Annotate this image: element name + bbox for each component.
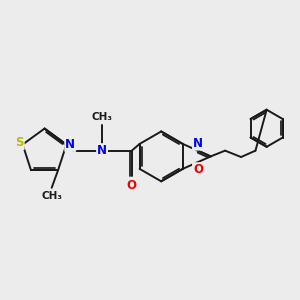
Text: O: O xyxy=(193,163,203,176)
Text: N: N xyxy=(193,136,203,150)
Text: N: N xyxy=(65,138,75,151)
Text: N: N xyxy=(97,144,107,157)
Text: S: S xyxy=(15,136,24,149)
Text: CH₃: CH₃ xyxy=(92,112,112,122)
Text: CH₃: CH₃ xyxy=(41,191,62,201)
Text: O: O xyxy=(127,179,137,192)
